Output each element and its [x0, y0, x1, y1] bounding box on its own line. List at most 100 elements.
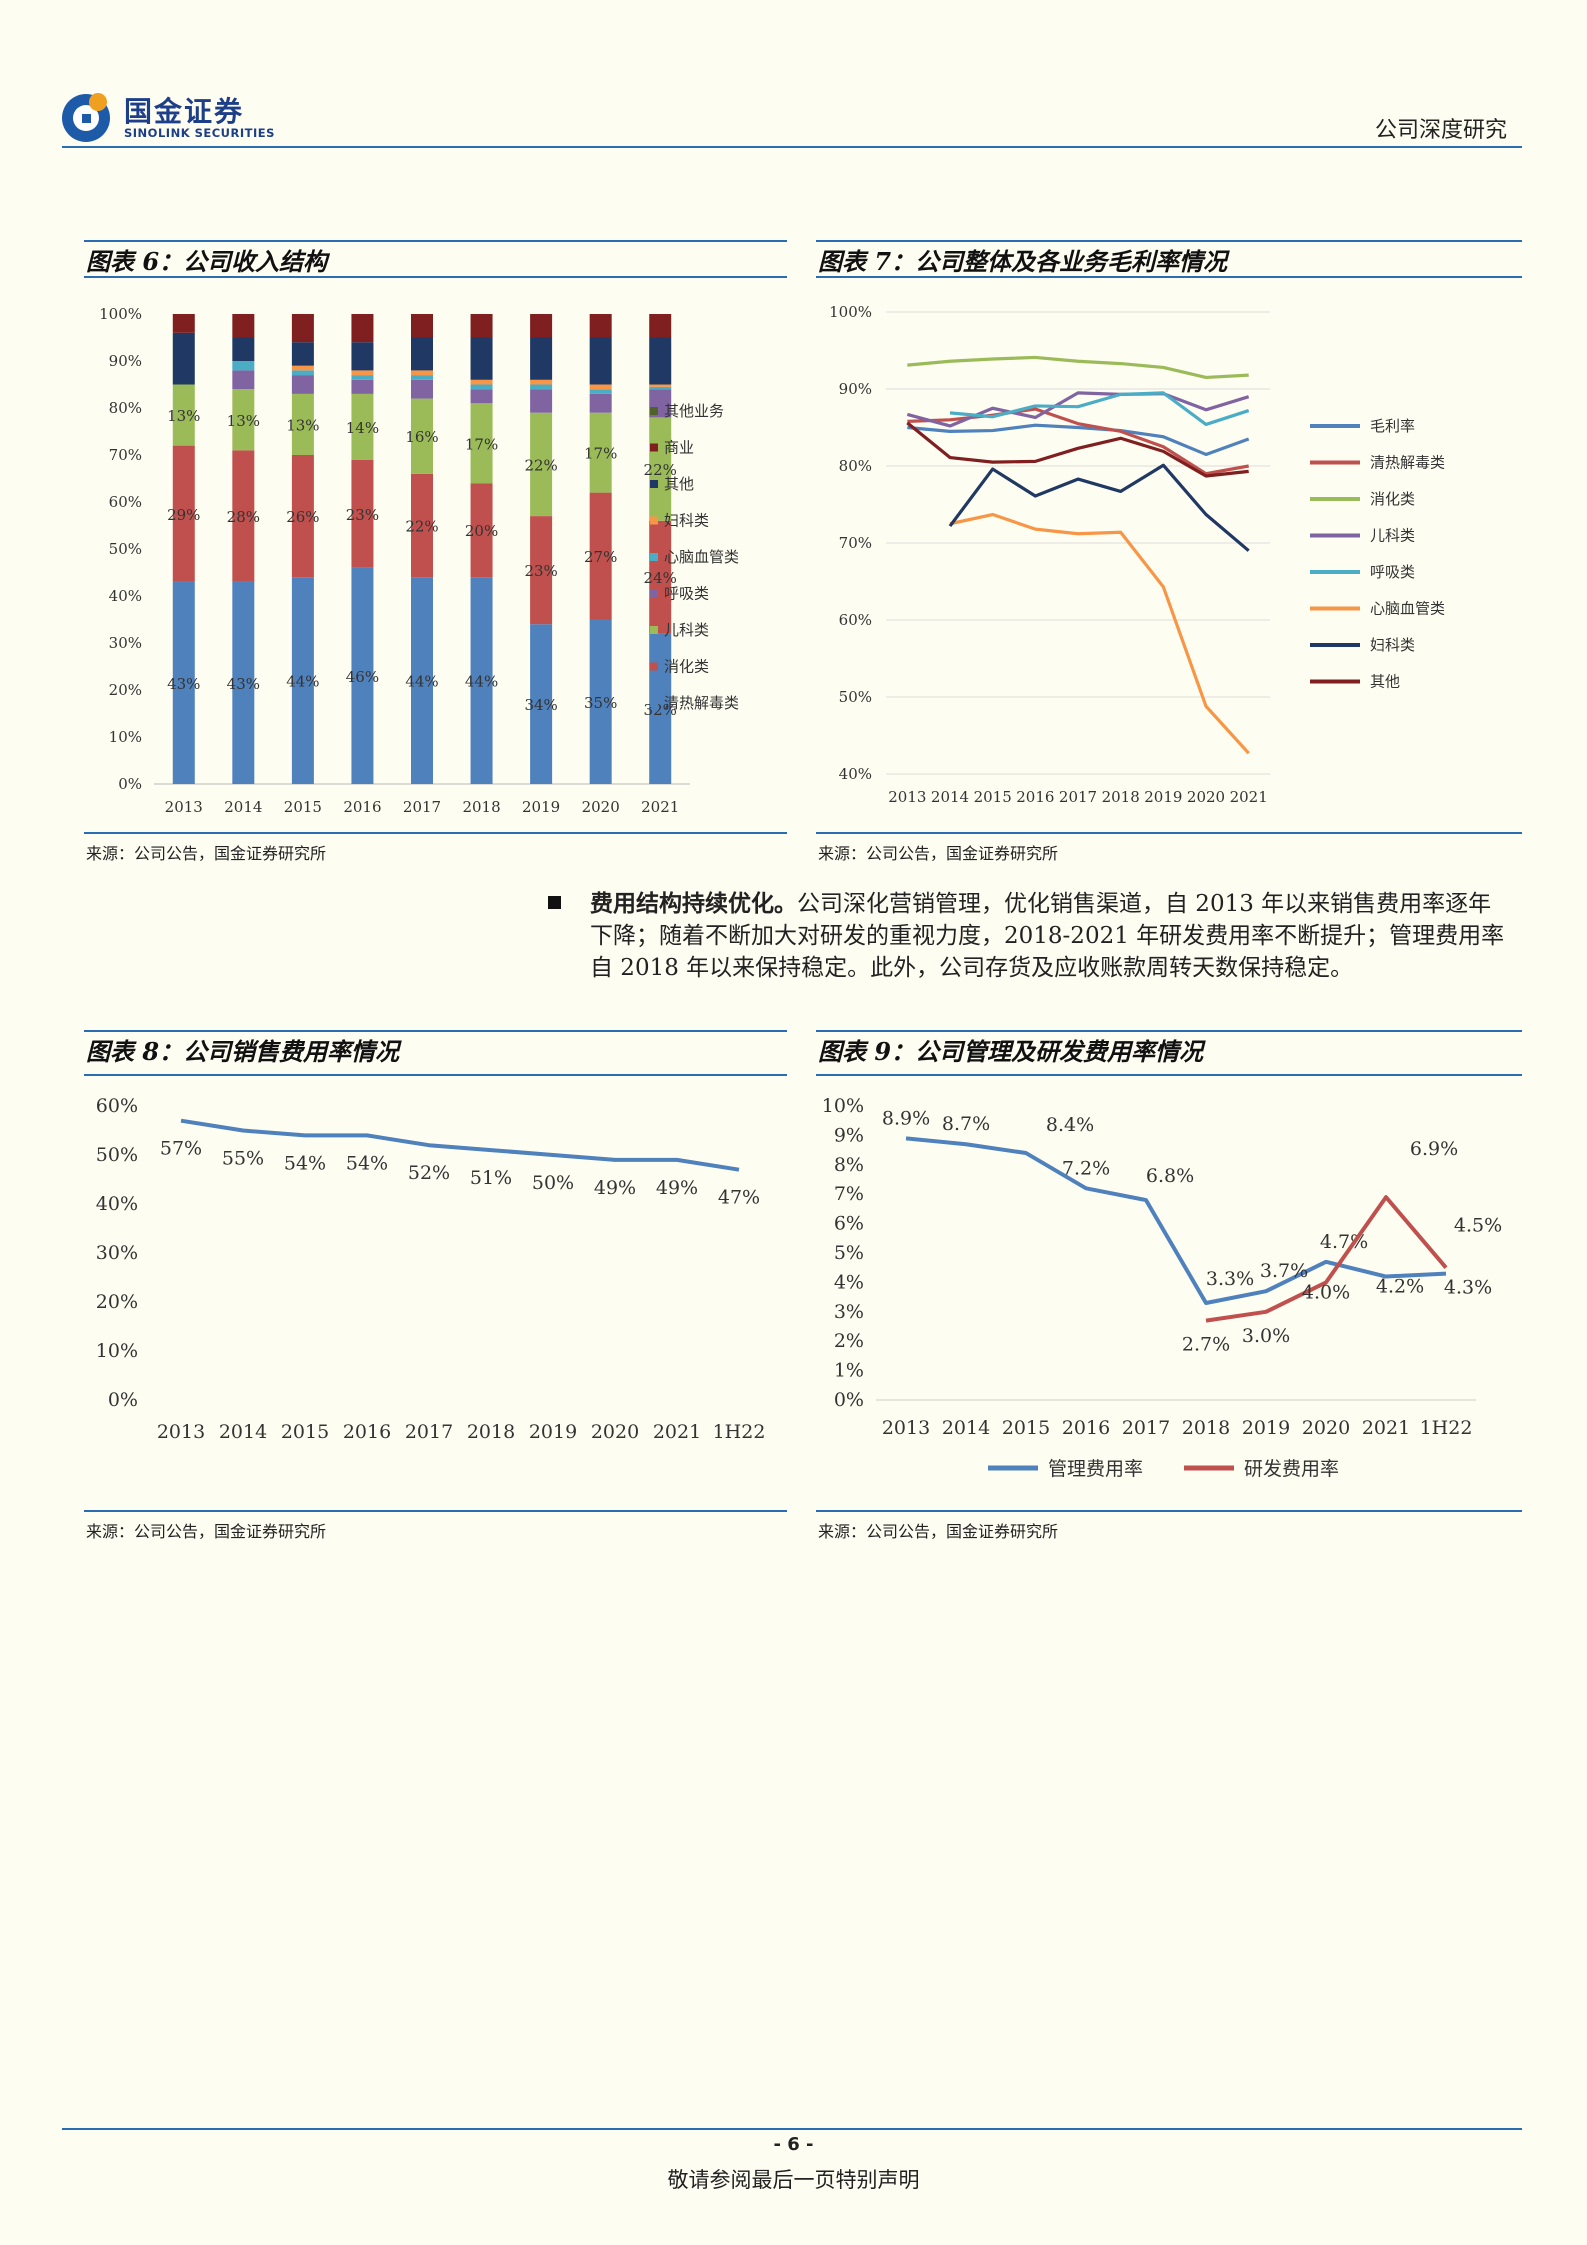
fig6-bar-segment — [232, 389, 255, 451]
fig6-bar-segment — [589, 314, 612, 338]
fig8-title: 图表 8：公司销售费用率情况 — [86, 1037, 400, 1066]
fig8-xtick-label: 2014 — [219, 1421, 267, 1443]
fig6-legend-swatch — [650, 443, 658, 452]
fig6-bar-segment — [470, 314, 493, 338]
fig6-legend-label: 呼吸类 — [664, 585, 709, 603]
fig6-xtick-label: 2017 — [403, 798, 441, 816]
fig7-xtick-label: 2013 — [888, 788, 926, 806]
fig9-ytick-label: 0% — [834, 1389, 864, 1411]
fig6-bar-segment — [351, 459, 374, 568]
fig7-series-line — [949, 512, 1250, 755]
fig6-bar-segment — [530, 384, 553, 390]
fig6-bar-segment — [351, 379, 374, 394]
fig7-bottom-rule — [816, 832, 1522, 834]
fig6-bar-segment — [470, 577, 493, 784]
fig6-bar-segment — [589, 412, 612, 493]
fig8-xtick-label: 2015 — [281, 1421, 329, 1443]
fig6-bar-segment — [291, 455, 314, 578]
fig6-ytick-label: 100% — [99, 305, 142, 323]
fig6-title-rule — [84, 276, 787, 278]
fig9-title: 图表 9：公司管理及研发费用率情况 — [818, 1037, 1204, 1066]
fig8-ytick-label: 40% — [96, 1193, 138, 1215]
fig8-data-label: 49% — [656, 1177, 698, 1199]
fig6-bar-segment — [470, 384, 493, 390]
fig7-ytick-label: 100% — [829, 303, 872, 321]
fig6-data-label: 27% — [584, 548, 617, 566]
fig7-ytick-label: 40% — [839, 765, 872, 783]
fig7-title: 图表 7：公司整体及各业务毛利率情况 — [818, 247, 1228, 276]
fig8-chart: 0% 10% 20% 30% 40% 50% 60% 2013 2014 2015 2016 2017… — [96, 1095, 766, 1443]
fig6-bar-segment — [172, 581, 195, 784]
fig6-bar-segment — [411, 379, 433, 399]
fig9-data-label: 6.8% — [1146, 1165, 1194, 1187]
fig6-data-label: 28% — [227, 508, 260, 526]
fig7-series-line — [948, 463, 1250, 552]
bullet-marker — [548, 896, 561, 909]
fig6-data-label: 17% — [465, 435, 498, 453]
fig6-legend-swatch — [650, 553, 658, 561]
fig6-bar-segment — [649, 386, 672, 390]
fig6-title: 图表 6：公司收入结构 — [86, 247, 328, 276]
fig6-bar-segment — [589, 619, 612, 784]
fig8-series-line — [180, 1118, 740, 1172]
fig9-chart: 0% 1% 2% 3% 4% 5% 6% 7% 8% 9% 10% 2013 2014 2015 2016 2… — [822, 1095, 1502, 1480]
fig6-ytick-label: 60% — [109, 493, 142, 511]
fig6-data-label: 46% — [346, 668, 379, 686]
fig6-data-label: 22% — [405, 518, 438, 536]
fig6-data-label: 43% — [227, 675, 260, 693]
fig6-bar-segment — [470, 483, 493, 578]
fig6-data-label: 20% — [465, 522, 498, 540]
fig6-bar-segment — [530, 412, 553, 517]
fig6-legend-swatch — [650, 626, 658, 634]
logo-chinese-text: 国金证券 — [124, 95, 245, 128]
fig6-bar-segment — [351, 370, 374, 376]
fig6-data-label: 44% — [286, 673, 319, 691]
fig8-data-label: 50% — [532, 1172, 574, 1194]
fig6-bar-segment — [291, 342, 314, 366]
fig6-data-label: 44% — [405, 673, 438, 691]
fig6-legend-label: 其他业务 — [664, 402, 724, 420]
fig6-bar-segment — [291, 393, 314, 455]
fig6-data-label: 23% — [346, 506, 379, 524]
fig6-xtick-label: 2020 — [582, 798, 620, 816]
fig9-ytick-label: 2% — [834, 1330, 864, 1352]
fig8-source: 来源：公司公告，国金证券研究所 — [86, 1522, 327, 1541]
fig6-data-label: 34% — [524, 696, 557, 714]
fig9-data-label: 6.9% — [1410, 1138, 1458, 1160]
fig6-bar-segment — [411, 370, 433, 376]
fig6-source: 来源：公司公告，国金证券研究所 — [86, 844, 327, 863]
fig7-ytick-label: 60% — [839, 611, 872, 629]
fig6-legend-label: 妇科类 — [664, 512, 709, 530]
fig9-data-label: 3.3% — [1206, 1268, 1254, 1290]
fig6-bar-segment — [411, 577, 433, 784]
fig6-legend-swatch — [650, 516, 658, 525]
fig6-xtick-label: 2018 — [462, 798, 500, 816]
fig6-ytick-label: 30% — [109, 634, 142, 652]
fig6-legend-label: 儿科类 — [664, 621, 709, 639]
logo-english-text: SINOLINK SECURITIES — [124, 126, 275, 140]
fig6-bar-segment — [589, 389, 612, 394]
fig9-data-label: 8.4% — [1046, 1114, 1094, 1136]
fig8-data-label: 54% — [346, 1152, 388, 1174]
fig6-legend-label: 商业 — [664, 439, 694, 457]
fig6-bar-segment — [172, 332, 195, 385]
fig9-ytick-label: 6% — [834, 1213, 864, 1235]
fig6-xtick-label: 2013 — [165, 798, 203, 816]
fig9-xtick-label: 2020 — [1302, 1417, 1350, 1439]
fig9-ytick-label: 10% — [822, 1095, 864, 1117]
fig6-bar-segment — [232, 450, 255, 582]
fig8-data-label: 52% — [408, 1162, 450, 1184]
fig6-ytick-label: 80% — [109, 399, 142, 417]
fig6-bar-segment — [649, 337, 672, 385]
fig9-legend-label: 研发费用率 — [1244, 1458, 1339, 1480]
fig8-ytick-label: 0% — [108, 1389, 138, 1411]
fig7-xtick-label: 2014 — [931, 788, 969, 806]
fig8-xtick-label: 2013 — [157, 1421, 205, 1443]
fig6-data-label: 22% — [644, 461, 677, 479]
fig6-bar-segment — [291, 365, 314, 371]
fig8-data-label: 47% — [718, 1187, 760, 1209]
fig7-xtick-label: 2018 — [1102, 788, 1140, 806]
fig7-xtick-label: 2016 — [1016, 788, 1054, 806]
footer-rule — [62, 2128, 1522, 2130]
fig9-ytick-label: 1% — [834, 1360, 864, 1382]
